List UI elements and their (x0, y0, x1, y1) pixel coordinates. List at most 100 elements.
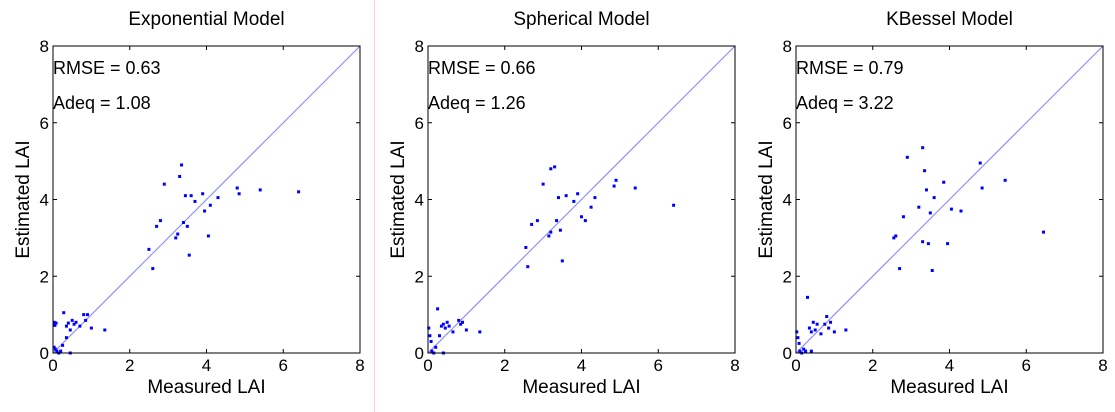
data-point (813, 328, 817, 332)
data-point (478, 330, 482, 334)
data-point (429, 339, 433, 343)
y-tick-label: 2 (783, 267, 792, 286)
x-tick-label: 0 (48, 356, 57, 375)
data-point (827, 326, 831, 330)
x-tick-label: 4 (202, 356, 211, 375)
y-axis-label: Estimated LAI (388, 140, 409, 258)
data-point (1042, 230, 1046, 234)
y-tick-label: 0 (783, 344, 792, 363)
data-point (237, 192, 241, 196)
x-tick-label: 4 (945, 356, 954, 375)
data-point (216, 196, 220, 200)
data-point (52, 320, 56, 324)
y-tick-label: 0 (40, 344, 49, 363)
data-point (187, 253, 191, 257)
data-point (103, 328, 107, 332)
adeq-annotation: Adeq = 1.08 (53, 93, 151, 113)
data-point (62, 311, 66, 315)
y-tick-label: 8 (783, 37, 792, 56)
data-point (576, 192, 580, 196)
data-point (176, 232, 180, 236)
data-point (70, 318, 74, 322)
data-point (560, 259, 564, 263)
data-point (549, 230, 553, 234)
data-point (555, 219, 559, 223)
data-point (798, 349, 802, 353)
data-point (978, 161, 982, 165)
data-point (807, 326, 811, 330)
data-point (901, 215, 905, 219)
data-point (162, 182, 166, 186)
data-point (959, 209, 963, 213)
data-point (193, 199, 197, 203)
y-tick-label: 4 (40, 191, 49, 210)
reference-line (52, 45, 361, 354)
data-point (53, 347, 57, 351)
data-point (921, 146, 925, 150)
data-point (84, 318, 88, 322)
chart-title: KBessel Model (886, 9, 1013, 30)
data-point (68, 328, 72, 332)
data-point (55, 349, 59, 353)
data-point (815, 322, 819, 326)
data-point (898, 267, 902, 271)
y-axis-label: Estimated LAI (13, 140, 34, 258)
y-tick-label: 6 (415, 114, 424, 133)
reference-line (427, 45, 736, 354)
data-point (530, 222, 534, 226)
data-point (258, 188, 262, 192)
data-point (524, 245, 528, 249)
x-tick-label: 8 (355, 356, 364, 375)
data-point (54, 321, 58, 325)
data-point (464, 328, 468, 332)
data-point (526, 265, 530, 269)
data-point (556, 196, 560, 200)
y-tick-label: 4 (783, 191, 792, 210)
data-point (802, 347, 806, 351)
data-point (53, 323, 57, 327)
data-point (892, 236, 896, 240)
adeq-annotation: Adeq = 1.26 (428, 93, 526, 113)
panel-divider (374, 0, 375, 412)
data-point (183, 194, 187, 198)
data-point (439, 324, 443, 328)
x-tick-label: 6 (279, 356, 288, 375)
chart-title: Exponential Model (128, 9, 284, 30)
data-point (825, 315, 829, 319)
data-point (61, 343, 65, 347)
data-point (796, 336, 800, 340)
data-point (809, 349, 813, 353)
data-point (189, 194, 193, 198)
x-tick-label: 8 (730, 356, 739, 375)
data-point (930, 268, 934, 272)
x-tick-label: 4 (577, 356, 586, 375)
data-point (844, 328, 848, 332)
data-point (819, 332, 823, 336)
data-point (445, 320, 449, 324)
data-point (447, 324, 451, 328)
data-point (52, 345, 56, 349)
data-point (633, 186, 637, 190)
data-point (438, 334, 442, 338)
data-point (905, 155, 909, 159)
y-axis-label: Estimated LAI (756, 140, 777, 258)
x-tick-label: 2 (125, 356, 134, 375)
data-point (82, 313, 86, 317)
data-point (980, 186, 984, 190)
rmse-annotation: RMSE = 0.79 (796, 58, 904, 78)
data-point (894, 234, 898, 238)
data-point (451, 330, 455, 334)
y-tick-label: 2 (40, 267, 49, 286)
data-point (829, 320, 833, 324)
data-point (147, 247, 151, 251)
data-point (64, 324, 68, 328)
data-point (434, 345, 438, 349)
data-point (932, 196, 936, 200)
x-tick-label: 8 (1098, 356, 1107, 375)
y-tick-label: 8 (40, 37, 49, 56)
data-point (185, 224, 189, 228)
data-point (158, 219, 162, 223)
rmse-annotation: RMSE = 0.66 (428, 58, 536, 78)
x-tick-label: 6 (1022, 356, 1031, 375)
